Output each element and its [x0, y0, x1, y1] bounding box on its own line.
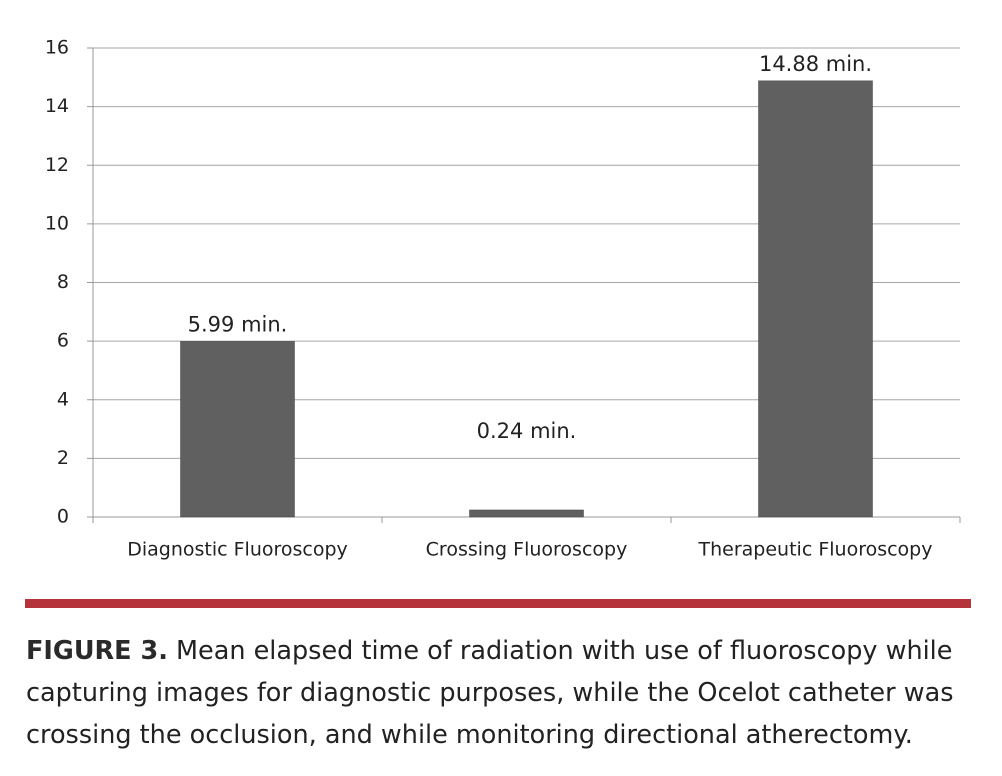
data-label: 14.88 min.: [759, 52, 872, 76]
caption-label: FIGURE 3.: [26, 636, 168, 666]
x-tick-label: Therapeutic Fluoroscopy: [698, 539, 933, 561]
data-label: 0.24 min.: [477, 419, 577, 443]
y-tick-label: 14: [45, 95, 69, 117]
x-tick-label: Diagnostic Fluoroscopy: [127, 539, 348, 561]
x-tick-label: Crossing Fluoroscopy: [426, 539, 628, 561]
divider: [25, 599, 971, 608]
y-tick-label: 6: [57, 330, 69, 352]
bar: [469, 509, 584, 518]
y-tick-label: 12: [45, 154, 69, 176]
y-tick-label: 16: [45, 37, 69, 59]
data-label: 5.99 min.: [188, 312, 288, 336]
bar: [180, 341, 295, 518]
y-tick-label: 10: [45, 212, 69, 234]
y-tick-label: 2: [57, 447, 69, 469]
y-tick-label: 0: [57, 506, 69, 528]
bar: [758, 80, 873, 518]
y-tick-label: 4: [57, 388, 69, 410]
chart: 0 2 4 6 8 10 12 14 16 Diagnostic Fluoroscopy 5.99 …: [45, 37, 961, 561]
caption-text: Mean elapsed time of radiation with use …: [26, 636, 954, 750]
caption: FIGURE 3. Mean elapsed time of radiation…: [26, 630, 976, 756]
y-tick-label: 8: [57, 271, 69, 293]
